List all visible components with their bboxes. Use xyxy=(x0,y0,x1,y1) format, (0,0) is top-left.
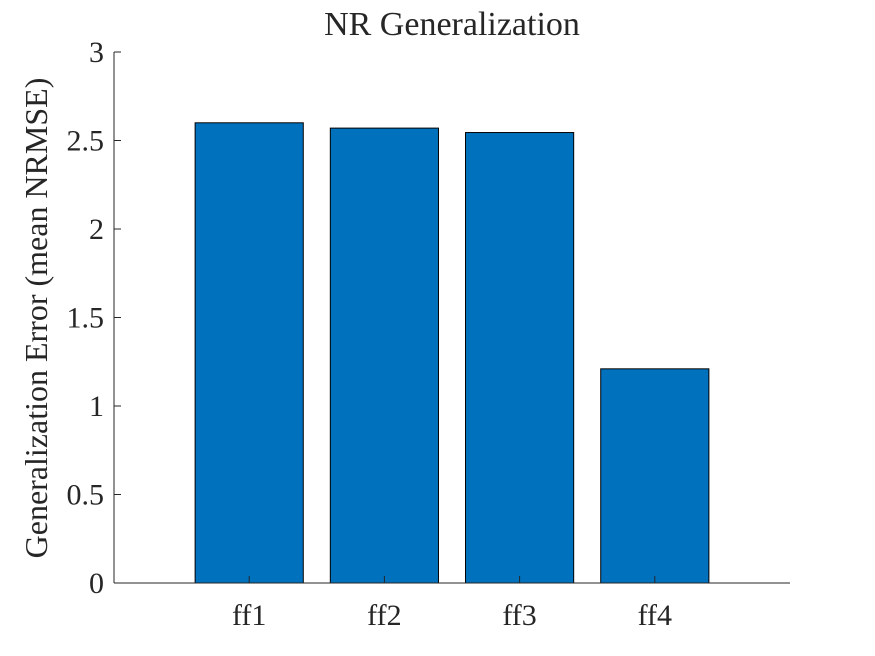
y-tick-label: 0.5 xyxy=(67,479,105,512)
bar-ff4 xyxy=(600,368,710,584)
y-tick-label: 1 xyxy=(89,390,104,423)
x-tick-label-ff1: ff1 xyxy=(232,599,266,632)
x-tick-label-ff3: ff3 xyxy=(502,599,536,632)
x-tick-label-ff4: ff4 xyxy=(638,599,672,632)
y-tick-label: 2 xyxy=(89,213,104,246)
y-axis-label: Generalization Error (mean NRMSE) xyxy=(18,78,54,559)
chart-title: NR Generalization xyxy=(324,6,580,43)
bar-ff2 xyxy=(329,127,439,584)
bar-ff1 xyxy=(194,122,304,584)
y-tick-label: 1.5 xyxy=(67,302,105,335)
y-tick-label: 0 xyxy=(89,567,104,600)
y-ticks-group: 0 0.5 1 1.5 2 2.5 3 xyxy=(67,36,121,600)
x-tick-label-ff2: ff2 xyxy=(367,599,401,632)
x-ticks-group: ff1 ff2 ff3 ff4 xyxy=(232,576,672,632)
y-tick-label: 2.5 xyxy=(67,125,105,158)
y-tick-label: 3 xyxy=(89,36,104,69)
bar-ff3 xyxy=(465,132,575,584)
bars-group xyxy=(194,122,710,584)
